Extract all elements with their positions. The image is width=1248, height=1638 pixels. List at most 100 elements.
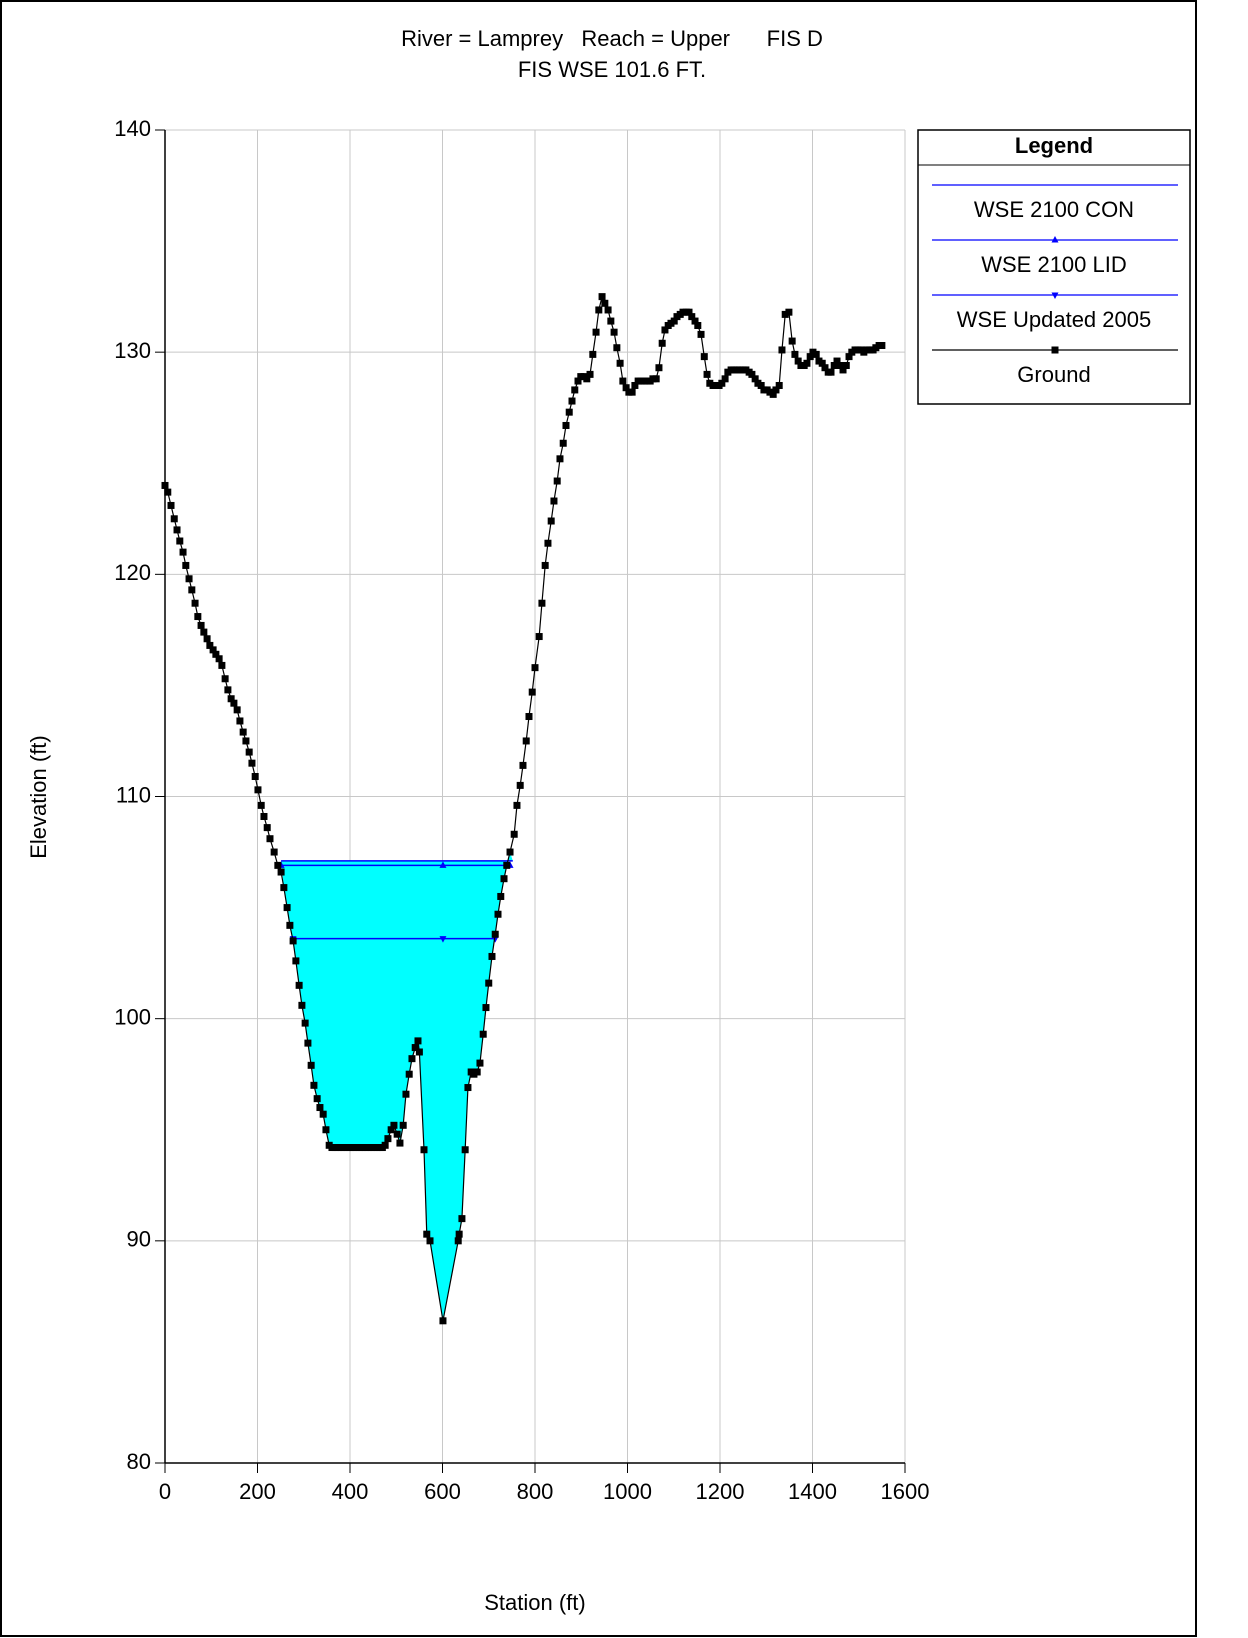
marker	[399, 1121, 407, 1129]
marker	[833, 357, 841, 365]
marker	[402, 1090, 410, 1098]
marker	[1051, 292, 1059, 299]
marker	[510, 830, 518, 838]
water-fill	[281, 852, 513, 1321]
marker	[298, 1001, 306, 1009]
marker	[387, 1126, 395, 1134]
marker	[842, 361, 850, 369]
marker	[254, 786, 262, 794]
marker	[393, 1130, 401, 1138]
marker	[528, 688, 536, 696]
marker	[781, 310, 789, 318]
marker	[628, 388, 636, 396]
marker	[206, 641, 214, 649]
marker	[439, 936, 447, 943]
marker	[616, 359, 624, 367]
marker	[242, 737, 250, 745]
marker	[200, 628, 208, 636]
marker	[270, 848, 278, 856]
marker	[245, 748, 253, 756]
marker	[167, 501, 175, 509]
marker	[503, 861, 511, 869]
marker	[230, 699, 238, 707]
marker	[670, 317, 678, 325]
marker	[794, 357, 802, 365]
marker	[513, 801, 521, 809]
marker	[550, 497, 558, 505]
marker	[1051, 236, 1059, 243]
marker	[322, 1126, 330, 1134]
marker	[494, 910, 502, 918]
marker	[522, 737, 530, 745]
marker	[310, 1081, 318, 1089]
y-tick-label: 80	[127, 1449, 151, 1474]
y-tick-label: 110	[116, 782, 151, 807]
marker	[203, 635, 211, 643]
legend-title: Legend	[1015, 133, 1093, 158]
y-tick-label: 120	[114, 560, 151, 585]
marker	[791, 350, 799, 358]
marker	[227, 695, 235, 703]
x-tick-label: 1000	[603, 1479, 652, 1504]
marker	[283, 904, 291, 912]
marker	[479, 1030, 487, 1038]
marker	[263, 824, 271, 832]
marker	[319, 1110, 327, 1118]
marker	[304, 1039, 312, 1047]
marker	[772, 386, 780, 394]
marker	[775, 381, 783, 389]
marker	[1051, 346, 1059, 354]
marker	[408, 1055, 416, 1063]
marker	[390, 1121, 398, 1129]
marker	[491, 936, 499, 943]
marker	[748, 370, 756, 378]
marker	[173, 526, 181, 534]
marker	[619, 377, 627, 385]
marker	[218, 661, 226, 669]
marker	[685, 308, 693, 316]
x-tick-label: 0	[159, 1479, 171, 1504]
y-tick-label: 140	[114, 116, 151, 141]
marker	[836, 361, 844, 369]
marker	[531, 664, 539, 672]
x-tick-label: 1400	[788, 1479, 837, 1504]
marker	[224, 686, 232, 694]
marker	[845, 353, 853, 361]
marker	[176, 537, 184, 545]
marker	[257, 801, 265, 809]
marker	[622, 384, 630, 392]
marker	[289, 937, 297, 945]
marker	[482, 1004, 490, 1012]
frame	[0, 0, 1197, 1637]
marker	[691, 317, 699, 325]
marker	[688, 313, 696, 321]
marker	[396, 1139, 404, 1147]
marker	[164, 488, 172, 496]
marker	[631, 381, 639, 389]
marker	[830, 361, 838, 369]
marker	[538, 599, 546, 607]
marker	[565, 408, 573, 416]
marker	[613, 344, 621, 352]
marker	[454, 1237, 462, 1245]
marker	[535, 633, 543, 641]
marker	[209, 646, 217, 654]
marker	[488, 952, 496, 960]
series-line	[164, 294, 882, 1321]
marker	[525, 713, 533, 721]
marker	[607, 317, 615, 325]
marker	[260, 812, 268, 820]
marker	[274, 861, 282, 869]
marker	[414, 1037, 422, 1045]
marker	[595, 306, 603, 314]
legend: Legend WSE 2100 CON WSE 2100 LID WSE Updat…	[917, 129, 1191, 405]
marker	[598, 293, 606, 301]
legend-box	[917, 129, 1191, 405]
x-tick-label: 800	[517, 1479, 554, 1504]
marker	[307, 1061, 315, 1069]
marker	[703, 370, 711, 378]
marker	[878, 342, 886, 350]
marker	[236, 717, 244, 725]
marker	[839, 366, 847, 374]
